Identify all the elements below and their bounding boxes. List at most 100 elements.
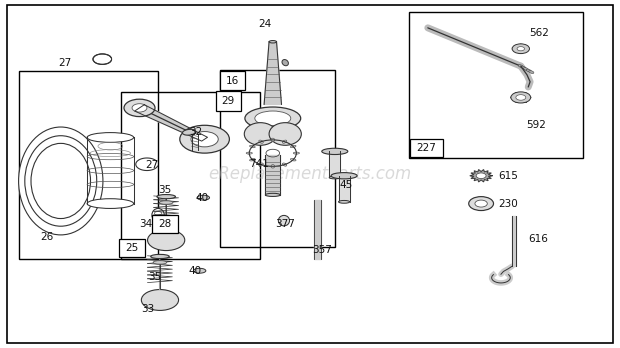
Ellipse shape: [520, 44, 522, 47]
Text: 741: 741: [249, 159, 269, 168]
Ellipse shape: [322, 148, 348, 155]
Ellipse shape: [290, 158, 296, 161]
Polygon shape: [470, 169, 492, 182]
Text: 562: 562: [529, 28, 549, 38]
Text: 615: 615: [498, 171, 518, 181]
Bar: [220, 71, 245, 90]
Ellipse shape: [518, 65, 523, 68]
Bar: [119, 239, 145, 257]
Text: 32: 32: [189, 127, 203, 137]
Text: 45: 45: [339, 180, 353, 190]
Ellipse shape: [293, 152, 299, 154]
Circle shape: [132, 104, 147, 112]
Ellipse shape: [520, 51, 522, 54]
Text: 40: 40: [188, 267, 202, 276]
Ellipse shape: [152, 208, 164, 222]
Ellipse shape: [151, 254, 169, 259]
Ellipse shape: [259, 140, 263, 143]
Ellipse shape: [157, 195, 175, 199]
Ellipse shape: [521, 66, 526, 69]
Bar: [220, 70, 335, 247]
Text: 377: 377: [275, 220, 295, 229]
Ellipse shape: [197, 195, 210, 200]
Text: 16: 16: [226, 76, 239, 86]
Ellipse shape: [246, 152, 252, 154]
Ellipse shape: [529, 71, 534, 73]
Ellipse shape: [87, 133, 134, 142]
Bar: [121, 92, 260, 259]
Circle shape: [180, 125, 229, 153]
Ellipse shape: [512, 48, 517, 49]
Ellipse shape: [329, 176, 340, 179]
Ellipse shape: [271, 165, 275, 168]
Ellipse shape: [153, 261, 167, 264]
Text: 616: 616: [528, 235, 548, 244]
Ellipse shape: [290, 145, 296, 148]
Text: 34: 34: [139, 220, 153, 229]
Ellipse shape: [244, 122, 277, 145]
Ellipse shape: [19, 127, 103, 235]
Ellipse shape: [525, 48, 529, 49]
Circle shape: [511, 92, 531, 103]
Ellipse shape: [269, 122, 301, 145]
Ellipse shape: [282, 140, 287, 143]
Ellipse shape: [193, 268, 206, 273]
Circle shape: [475, 200, 487, 207]
Polygon shape: [265, 155, 280, 195]
Text: 227: 227: [417, 143, 436, 153]
Text: 26: 26: [40, 232, 53, 242]
Circle shape: [512, 44, 529, 54]
Bar: [410, 139, 443, 157]
Ellipse shape: [269, 40, 277, 43]
Text: 28: 28: [158, 219, 172, 229]
Ellipse shape: [271, 138, 275, 142]
Text: 29: 29: [221, 96, 235, 106]
Ellipse shape: [331, 173, 357, 179]
Text: 33: 33: [141, 304, 154, 314]
Circle shape: [124, 99, 155, 117]
Circle shape: [517, 47, 525, 51]
Polygon shape: [329, 151, 340, 177]
Ellipse shape: [526, 69, 531, 72]
Circle shape: [516, 95, 526, 100]
Bar: [152, 215, 178, 233]
Ellipse shape: [159, 201, 173, 204]
Bar: [409, 12, 583, 158]
Ellipse shape: [250, 145, 255, 148]
Text: 25: 25: [125, 243, 139, 253]
Circle shape: [476, 173, 486, 179]
Text: 27: 27: [58, 58, 72, 68]
Ellipse shape: [250, 158, 255, 161]
Bar: [216, 91, 241, 111]
Circle shape: [469, 197, 494, 211]
Text: 592: 592: [526, 120, 546, 129]
Text: 27: 27: [145, 160, 159, 170]
Ellipse shape: [182, 129, 196, 135]
Circle shape: [148, 230, 185, 251]
Circle shape: [141, 290, 179, 310]
Ellipse shape: [255, 111, 291, 126]
Text: 24: 24: [259, 19, 272, 29]
Polygon shape: [264, 42, 281, 104]
Ellipse shape: [282, 163, 287, 166]
Text: 357: 357: [312, 245, 332, 255]
Ellipse shape: [25, 136, 97, 226]
Bar: [19, 71, 158, 259]
Ellipse shape: [31, 143, 91, 219]
Polygon shape: [512, 216, 516, 266]
Ellipse shape: [523, 68, 529, 71]
Ellipse shape: [87, 199, 134, 208]
Text: 35: 35: [148, 272, 162, 282]
Text: 40: 40: [195, 193, 209, 203]
Ellipse shape: [339, 200, 350, 203]
Ellipse shape: [259, 163, 263, 166]
Circle shape: [191, 132, 218, 147]
Polygon shape: [339, 176, 350, 202]
Polygon shape: [135, 105, 208, 141]
Text: 35: 35: [157, 185, 171, 195]
Polygon shape: [314, 200, 321, 259]
Ellipse shape: [278, 215, 290, 226]
Ellipse shape: [265, 193, 280, 196]
Text: eReplacementParts.com: eReplacementParts.com: [208, 165, 412, 183]
Text: 230: 230: [498, 199, 518, 208]
